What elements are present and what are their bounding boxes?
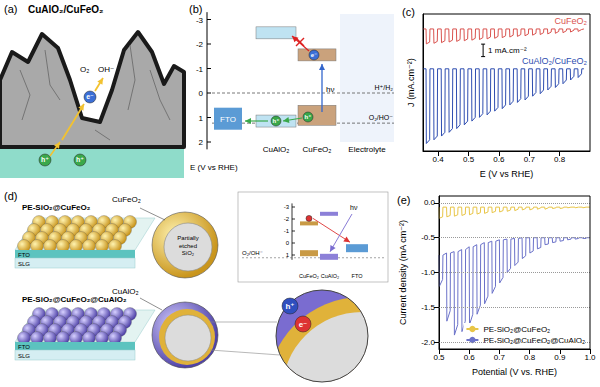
svg-text:Current density (mA cm⁻²): Current density (mA cm⁻²) <box>398 220 408 325</box>
svg-text:0.6: 0.6 <box>493 155 505 164</box>
svg-text:0.9: 0.9 <box>554 353 566 362</box>
svg-text:CuAlO₂/CuFeO₂: CuAlO₂/CuFeO₂ <box>28 4 104 15</box>
svg-text:0.6: 0.6 <box>464 353 476 362</box>
svg-text:1: 1 <box>199 114 204 123</box>
svg-text:CuAlO₂: CuAlO₂ <box>321 273 339 279</box>
svg-text:Potential (V vs. RHE): Potential (V vs. RHE) <box>472 367 557 377</box>
svg-text:H⁺/H₂: H⁺/H₂ <box>375 84 394 91</box>
svg-text:O₂/OH⁻: O₂/OH⁻ <box>242 250 263 256</box>
svg-text:O₂/HO⁻: O₂/HO⁻ <box>369 114 394 121</box>
svg-text:0.8: 0.8 <box>554 155 566 164</box>
svg-text:E (V vs RHE): E (V vs RHE) <box>480 169 534 179</box>
svg-text:SiO₂: SiO₂ <box>182 250 195 256</box>
svg-text:J (mA.cm⁻²): J (mA.cm⁻²) <box>406 58 416 107</box>
svg-text:h⁺: h⁺ <box>41 156 49 163</box>
svg-text:O₂: O₂ <box>80 65 89 74</box>
svg-text:h⁺: h⁺ <box>305 114 312 120</box>
svg-text:FTO: FTO <box>220 115 236 124</box>
svg-text:hν: hν <box>350 204 358 211</box>
svg-text:CuFeO₂: CuFeO₂ <box>554 16 587 26</box>
svg-text:-2: -2 <box>284 216 290 222</box>
svg-text:-3: -3 <box>196 16 204 25</box>
svg-text:1: 1 <box>286 252 290 258</box>
svg-text:0.5: 0.5 <box>433 353 445 362</box>
svg-text:-0.5: -0.5 <box>421 233 435 242</box>
svg-text:2: 2 <box>199 138 204 147</box>
svg-text:(e): (e) <box>397 194 410 206</box>
svg-text:1.0: 1.0 <box>584 353 596 362</box>
svg-text:OH⁻: OH⁻ <box>98 65 114 74</box>
svg-text:0.8: 0.8 <box>524 353 536 362</box>
svg-text:h⁺: h⁺ <box>285 302 294 311</box>
svg-text:-1: -1 <box>284 228 290 234</box>
svg-text:etched: etched <box>179 243 197 249</box>
svg-text:-1.0: -1.0 <box>421 268 435 277</box>
svg-text:-2: -2 <box>196 40 204 49</box>
svg-text:PE-SiO₂@CuFeO₂: PE-SiO₂@CuFeO₂ <box>483 325 550 334</box>
svg-text:e⁻: e⁻ <box>299 320 308 329</box>
svg-text:h⁺: h⁺ <box>273 118 280 124</box>
svg-text:-1: -1 <box>196 65 204 74</box>
svg-text:1 mA.cm⁻²: 1 mA.cm⁻² <box>488 46 527 55</box>
svg-text:CuAlO₂: CuAlO₂ <box>263 145 290 154</box>
svg-text:CuAlO₂: CuAlO₂ <box>112 287 139 296</box>
svg-text:-2.0: -2.0 <box>421 338 435 347</box>
svg-text:FTO: FTO <box>352 273 364 279</box>
svg-text:CuFeO₂: CuFeO₂ <box>112 195 141 204</box>
svg-text:0.5: 0.5 <box>463 155 475 164</box>
svg-text:-1.5: -1.5 <box>421 303 435 312</box>
svg-text:(a): (a) <box>4 3 17 15</box>
svg-text:PE-SiO₂@CuFeO₂@CuAlO₂: PE-SiO₂@CuFeO₂@CuAlO₂ <box>22 295 127 304</box>
svg-text:Electrolyte: Electrolyte <box>348 145 386 154</box>
svg-text:h⁺: h⁺ <box>76 156 84 163</box>
svg-text:E (V vs RHE): E (V vs RHE) <box>190 163 238 172</box>
svg-text:hν: hν <box>326 85 334 94</box>
svg-text:e⁻: e⁻ <box>86 93 94 100</box>
svg-text:SLG: SLG <box>18 261 30 267</box>
svg-text:e⁻: e⁻ <box>311 52 318 58</box>
svg-text:0: 0 <box>286 240 290 246</box>
svg-text:FTO: FTO <box>18 252 30 258</box>
svg-text:PE-SiO₂@CuFeO₂: PE-SiO₂@CuFeO₂ <box>22 203 91 212</box>
svg-text:CuFeO₂: CuFeO₂ <box>303 145 332 154</box>
svg-text:(b): (b) <box>189 3 202 15</box>
svg-text:PE-SiO₂@CuFeO₂@CuAlO₂: PE-SiO₂@CuFeO₂@CuAlO₂ <box>483 336 585 345</box>
svg-text:Partially: Partially <box>177 235 198 241</box>
svg-text:0.4: 0.4 <box>433 155 445 164</box>
svg-text:0.7: 0.7 <box>524 155 536 164</box>
svg-text:0.0: 0.0 <box>424 198 436 207</box>
svg-text:(c): (c) <box>402 6 415 18</box>
svg-text:0.7: 0.7 <box>494 353 506 362</box>
svg-text:0: 0 <box>199 89 204 98</box>
svg-text:-3: -3 <box>284 204 290 210</box>
svg-text:CuAlO₂/CuFeO₂: CuAlO₂/CuFeO₂ <box>522 56 588 66</box>
svg-text:(d): (d) <box>4 190 17 202</box>
svg-text:FTO: FTO <box>18 344 30 350</box>
svg-text:CuFeO₂: CuFeO₂ <box>299 273 319 279</box>
svg-text:SLG: SLG <box>18 353 30 359</box>
